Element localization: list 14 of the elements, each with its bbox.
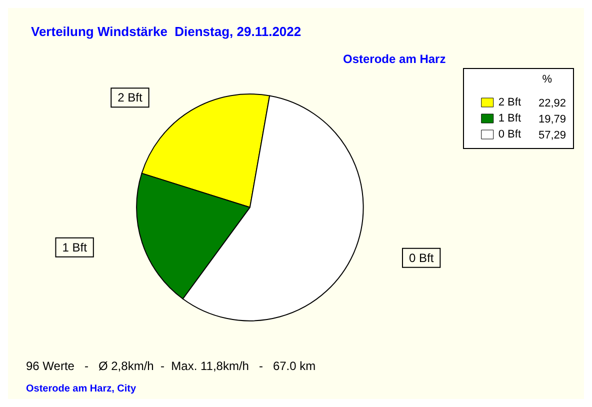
legend-label: 1 Bft xyxy=(498,112,521,124)
data-label: 19,79 xyxy=(538,114,566,126)
text: Osterode am Harz, City xyxy=(26,384,136,394)
slice-label: 2 Bft xyxy=(118,90,143,105)
text: 96 Werte - Ø 2,8km/h - Max. 11,8km/h - 67.0 km xyxy=(26,359,316,373)
data-label: 57,29 xyxy=(538,130,566,142)
legend-title: % xyxy=(542,74,552,86)
legend-label: 2 Bft xyxy=(498,96,521,108)
slice-label: 0 Bft xyxy=(408,250,434,265)
chart-subtitle: Osterode am Harz xyxy=(343,52,446,66)
legend-label: 0 Bft xyxy=(498,128,521,140)
slice-label: 1 Bft xyxy=(62,240,88,254)
chart-title: Verteilung Windstärke Dienstag, 29.11.2022 xyxy=(31,24,302,39)
data-label: 22,92 xyxy=(538,98,566,110)
